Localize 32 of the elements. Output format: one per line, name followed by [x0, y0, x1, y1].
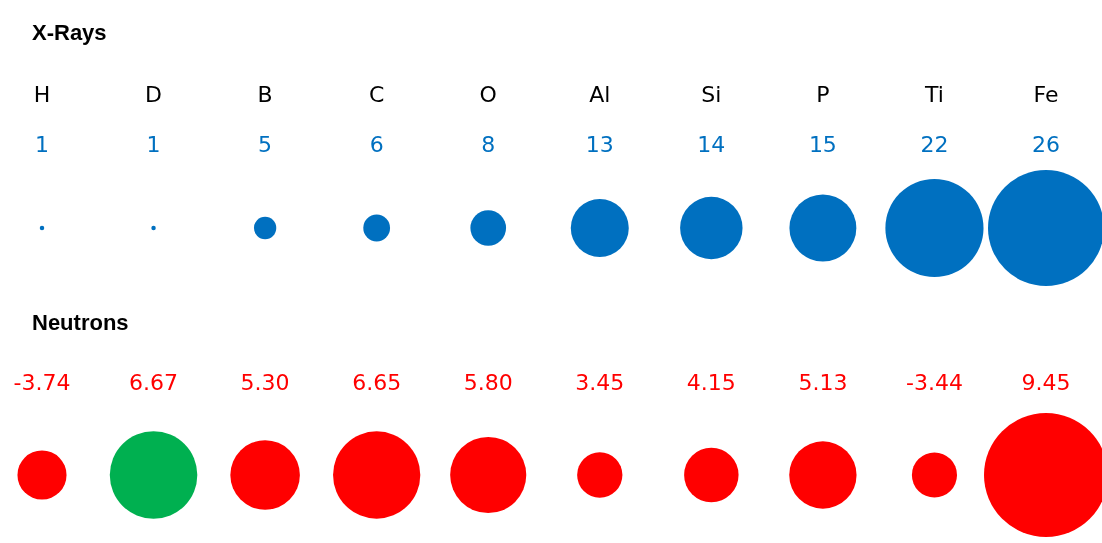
data-label: 1: [146, 132, 161, 157]
data-label: 5: [258, 132, 273, 157]
data-label: 5.30: [240, 370, 290, 395]
data-label: 26: [1032, 132, 1060, 157]
data-label: 6.65: [352, 370, 402, 395]
data-label: 6: [369, 132, 384, 157]
text: X-Rays: [32, 20, 107, 45]
category-label: O: [479, 82, 497, 107]
data-label: 13: [585, 132, 614, 157]
data-label: -3.44: [905, 370, 963, 395]
category-label: Fe: [1033, 82, 1059, 107]
data-label: 9.45: [1021, 370, 1071, 395]
category-label: Si: [701, 82, 722, 107]
data-label: 14: [697, 132, 726, 157]
category-label: Ti: [924, 82, 944, 107]
category-label: P: [816, 82, 830, 107]
text: Neutrons: [32, 310, 129, 335]
category-label: C: [368, 82, 385, 107]
data-label: 5.13: [798, 370, 848, 395]
data-label: 8: [481, 132, 496, 157]
data-label: 15: [808, 132, 837, 157]
data-label: 4.15: [686, 370, 736, 395]
data-label: -3.74: [13, 370, 71, 395]
category-label: Al: [589, 82, 611, 107]
category-label: B: [257, 82, 273, 107]
data-label: 22: [920, 132, 949, 157]
category-label: D: [145, 82, 163, 107]
data-label: 1: [35, 132, 49, 157]
data-label: 5.80: [463, 370, 513, 395]
data-label: 3.45: [575, 370, 625, 395]
data-label: 6.67: [129, 370, 179, 395]
category-label: H: [33, 82, 51, 107]
